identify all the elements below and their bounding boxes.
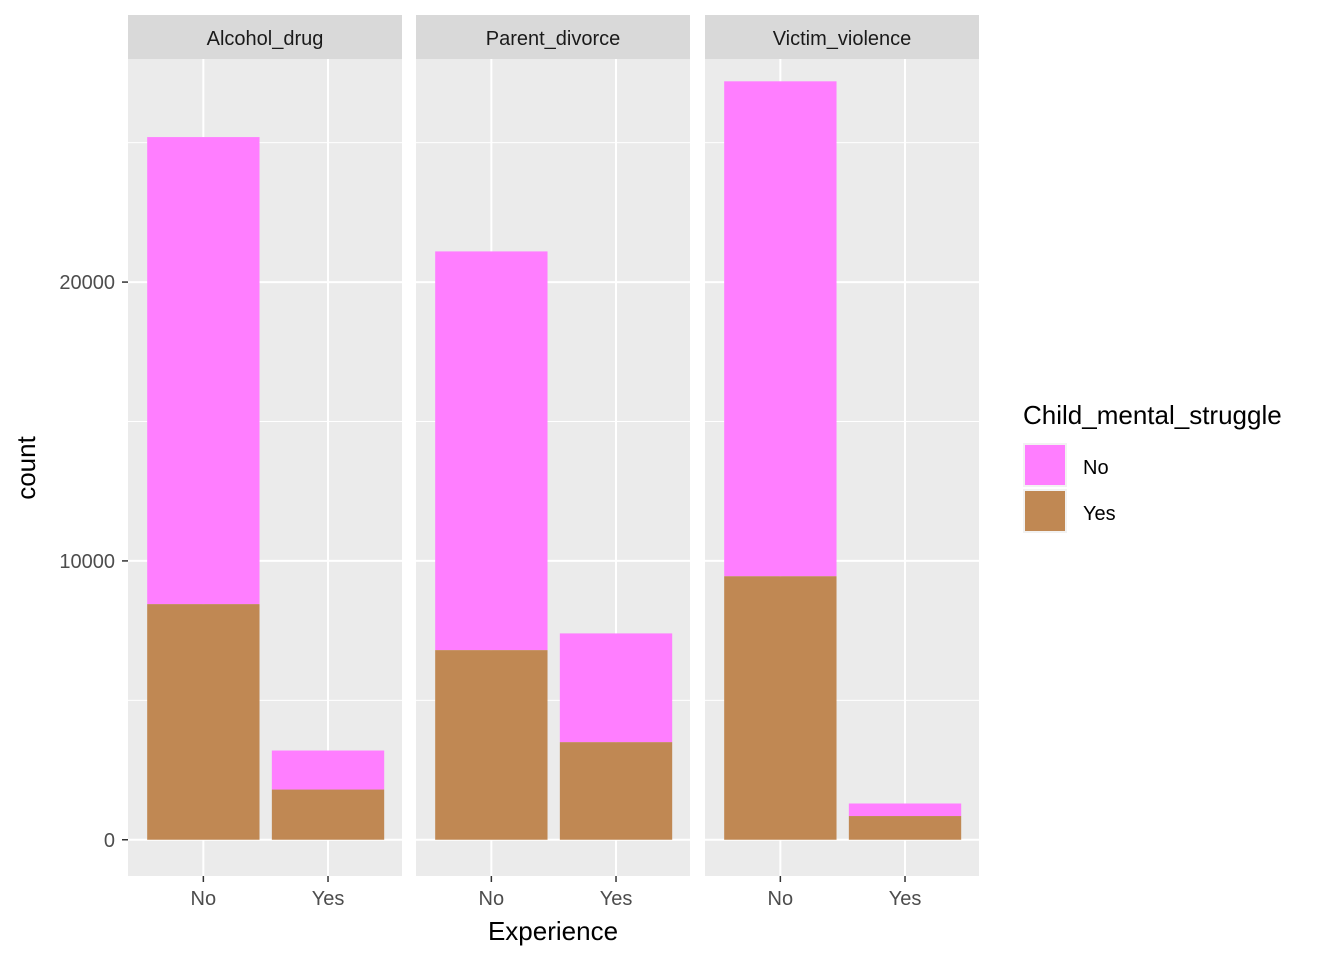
facet-strip [416, 15, 690, 59]
facet-panel-alcohol-drug: Alcohol_drug No Yes [128, 15, 402, 910]
bar-no-yes [848, 803, 962, 817]
bar-yes-yes [271, 789, 385, 840]
legend-title: Child_mental_struggle [1023, 400, 1282, 430]
facet-strip-label: Alcohol_drug [207, 28, 324, 50]
y-tick-label: 20000 [59, 272, 115, 294]
x-tick-label: No [768, 888, 794, 910]
facet-strip-label: Parent_divorce [486, 28, 621, 50]
x-tick-label: Yes [600, 888, 633, 910]
y-tick-label: 0 [104, 830, 115, 852]
bar-yes-no [147, 604, 260, 840]
legend-label-yes: Yes [1083, 503, 1116, 525]
facet-strip-label: Victim_violence [773, 28, 912, 50]
y-tick-label: 10000 [59, 551, 115, 573]
legend-label-no: No [1083, 457, 1109, 479]
x-tick-label: No [191, 888, 217, 910]
facet-strip [128, 15, 402, 59]
bar-no-yes [559, 633, 673, 743]
legend: Child_mental_struggle No Yes [1023, 400, 1282, 533]
y-axis: 0 10000 20000 [59, 272, 128, 852]
bar-yes-no [435, 650, 548, 840]
bar-yes-yes [848, 816, 962, 840]
bar-no-no [435, 251, 548, 651]
facet-panel-parent-divorce: Parent_divorce No Yes [416, 15, 690, 910]
bar-no-no [147, 137, 260, 605]
y-axis-title: count [11, 435, 41, 499]
x-tick-label: Yes [312, 888, 345, 910]
x-axis-title: Experience [488, 916, 618, 946]
x-tick-label: Yes [889, 888, 922, 910]
bar-no-no [724, 81, 837, 577]
bar-yes-yes [559, 742, 673, 840]
legend-swatch-no [1025, 445, 1065, 485]
facet-panel-victim-violence: Victim_violence No Yes [705, 15, 979, 910]
facet-strip [705, 15, 979, 59]
bar-no-yes [271, 750, 385, 790]
legend-swatch-yes [1025, 491, 1065, 531]
bar-yes-no [724, 576, 837, 840]
x-tick-label: No [479, 888, 505, 910]
